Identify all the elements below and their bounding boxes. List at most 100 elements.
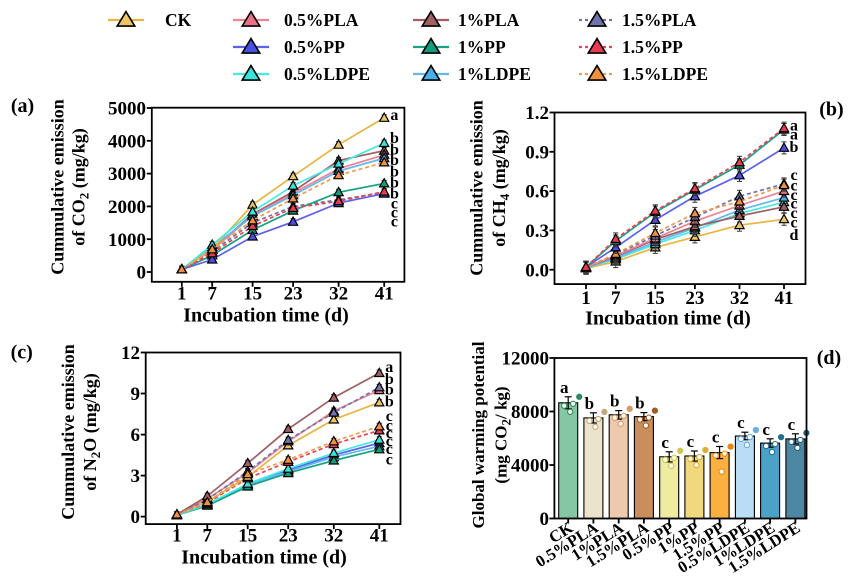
svg-text:b: b <box>390 130 399 147</box>
svg-text:1%PP: 1%PP <box>458 37 506 57</box>
svg-text:b: b <box>790 139 799 156</box>
svg-text:9: 9 <box>131 384 141 405</box>
svg-text:7: 7 <box>203 526 213 547</box>
svg-text:c: c <box>790 205 797 222</box>
svg-text:4000: 4000 <box>511 456 549 477</box>
svg-text:c: c <box>712 428 720 447</box>
svg-text:0: 0 <box>137 263 147 284</box>
svg-text:0.6: 0.6 <box>525 182 549 203</box>
svg-text:23: 23 <box>279 526 298 547</box>
svg-text:c: c <box>790 196 797 213</box>
svg-text:b: b <box>635 394 644 413</box>
svg-text:a: a <box>385 359 393 376</box>
svg-text:Cummulative emission: Cummulative emission <box>48 99 68 275</box>
svg-text:Incubation time (d): Incubation time (d) <box>585 308 751 330</box>
svg-text:1: 1 <box>177 284 187 305</box>
svg-text:b: b <box>390 163 399 180</box>
svg-text:3000: 3000 <box>108 164 146 185</box>
svg-text:(b): (b) <box>819 99 843 121</box>
svg-text:1%PLA: 1%PLA <box>458 10 520 30</box>
svg-text:a: a <box>560 378 569 397</box>
svg-text:c: c <box>391 214 398 231</box>
svg-text:a: a <box>790 127 798 144</box>
svg-text:7: 7 <box>207 284 217 305</box>
svg-text:12000: 12000 <box>502 349 550 370</box>
svg-text:1000: 1000 <box>108 230 146 251</box>
svg-text:c: c <box>788 415 796 434</box>
svg-text:b: b <box>390 152 399 169</box>
svg-text:b: b <box>610 392 619 411</box>
svg-text:a: a <box>390 107 398 124</box>
svg-text:1%LDPE: 1%LDPE <box>458 64 531 84</box>
svg-text:Incubation time (d): Incubation time (d) <box>183 305 349 327</box>
svg-text:1.5%PLA: 1.5%PLA <box>622 10 697 30</box>
svg-text:Cummulative emission: Cummulative emission <box>58 344 78 520</box>
svg-text:c: c <box>687 432 695 451</box>
svg-text:c: c <box>790 167 797 184</box>
svg-text:c: c <box>391 205 398 222</box>
svg-text:32: 32 <box>730 288 749 309</box>
svg-text:41: 41 <box>775 288 794 309</box>
svg-text:4000: 4000 <box>108 131 146 152</box>
svg-text:2000: 2000 <box>108 197 146 218</box>
svg-text:41: 41 <box>375 284 394 305</box>
svg-text:32: 32 <box>324 526 343 547</box>
svg-text:(a): (a) <box>11 95 34 117</box>
svg-text:1.5%PP: 1.5%PP <box>622 37 683 57</box>
svg-text:12: 12 <box>121 343 140 364</box>
svg-text:b: b <box>390 142 399 159</box>
svg-text:b: b <box>390 175 399 192</box>
svg-text:b: b <box>385 381 394 398</box>
svg-text:0: 0 <box>131 507 141 528</box>
svg-text:(mg CO2/ kg): (mg CO2/ kg) <box>492 386 514 483</box>
svg-text:CK: CK <box>165 10 192 30</box>
svg-text:1: 1 <box>172 526 182 547</box>
svg-text:15: 15 <box>238 526 257 547</box>
svg-text:41: 41 <box>370 526 389 547</box>
svg-text:0: 0 <box>540 509 550 530</box>
svg-text:7: 7 <box>611 288 621 309</box>
svg-text:0.5%PP: 0.5%PP <box>284 37 345 57</box>
svg-text:0.3: 0.3 <box>525 221 549 242</box>
svg-text:c: c <box>386 441 393 458</box>
svg-text:23: 23 <box>685 288 704 309</box>
svg-text:c: c <box>790 178 797 195</box>
svg-text:c: c <box>386 417 393 434</box>
svg-text:Incubation time (d): Incubation time (d) <box>181 547 347 569</box>
svg-text:b: b <box>585 394 594 413</box>
svg-text:c: c <box>386 451 393 468</box>
svg-text:(c): (c) <box>11 342 33 364</box>
svg-text:b: b <box>390 186 399 203</box>
svg-text:0.9: 0.9 <box>525 142 549 163</box>
svg-text:c: c <box>790 187 797 204</box>
svg-text:15: 15 <box>646 288 665 309</box>
svg-text:23: 23 <box>284 284 303 305</box>
svg-text:1: 1 <box>581 288 591 309</box>
svg-text:c: c <box>762 420 770 439</box>
svg-text:0.5%PLA: 0.5%PLA <box>284 10 359 30</box>
svg-text:b: b <box>385 371 394 388</box>
svg-text:8000: 8000 <box>511 402 549 423</box>
svg-text:c: c <box>661 433 669 452</box>
svg-text:1.5%LDPE: 1.5%LDPE <box>622 64 708 84</box>
svg-text:a: a <box>790 117 798 134</box>
svg-text:c: c <box>386 425 393 442</box>
svg-text:15: 15 <box>243 284 262 305</box>
svg-text:Cummulative emission: Cummulative emission <box>467 100 487 276</box>
svg-text:c: c <box>391 196 398 213</box>
svg-text:of CO2 (mg/kg): of CO2 (mg/kg) <box>69 128 92 246</box>
svg-text:0.0: 0.0 <box>525 260 549 281</box>
svg-text:of CH4 (mg/kg): of CH4 (mg/kg) <box>489 129 512 247</box>
svg-text:1.2: 1.2 <box>525 103 549 124</box>
svg-text:Global warming potential: Global warming potential <box>469 341 488 528</box>
svg-text:b: b <box>385 394 394 411</box>
svg-text:6: 6 <box>131 425 141 446</box>
svg-text:c: c <box>386 408 393 425</box>
svg-text:c: c <box>386 433 393 450</box>
svg-text:32: 32 <box>329 284 348 305</box>
svg-text:c: c <box>790 214 797 231</box>
svg-text:0.5%LDPE: 0.5%LDPE <box>284 64 370 84</box>
svg-text:5000: 5000 <box>108 99 146 120</box>
svg-text:c: c <box>737 413 745 432</box>
svg-text:3: 3 <box>131 466 141 487</box>
